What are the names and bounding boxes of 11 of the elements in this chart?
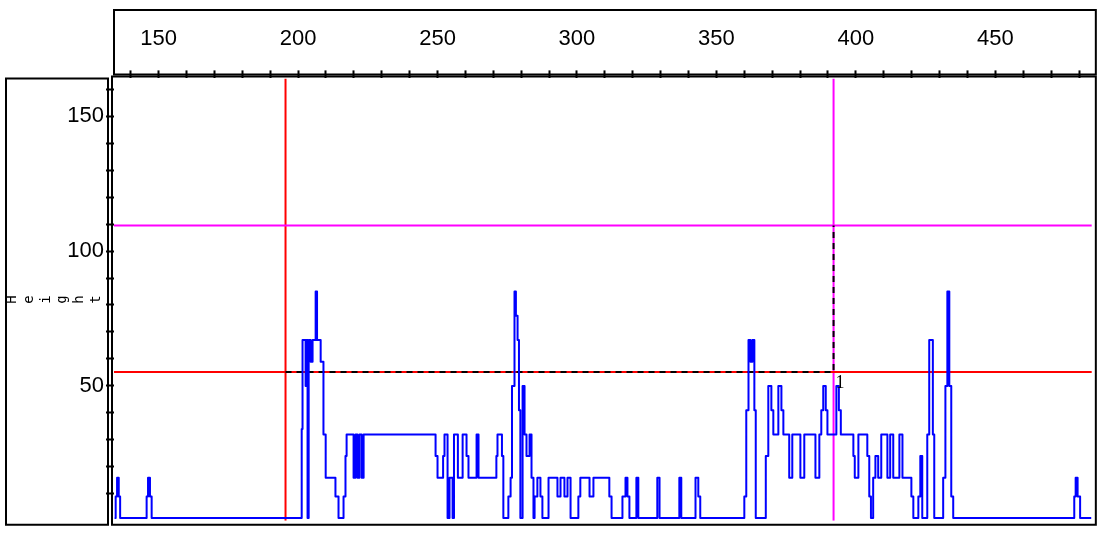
x-tick-label: 200 [279,25,317,51]
x-tick-label: 450 [976,25,1014,51]
y-tick-label: 150 [67,102,104,128]
x-tick-label: 350 [698,25,735,51]
annotation: 1 [835,371,845,392]
x-tick-label: 250 [419,25,456,51]
x-tick-label: 300 [558,25,596,51]
y-tick-label: 100 [67,237,104,263]
x-tick-label: 400 [837,25,875,51]
y-tick-label: 50 [79,371,104,397]
x-tick-label: 150 [140,25,177,51]
